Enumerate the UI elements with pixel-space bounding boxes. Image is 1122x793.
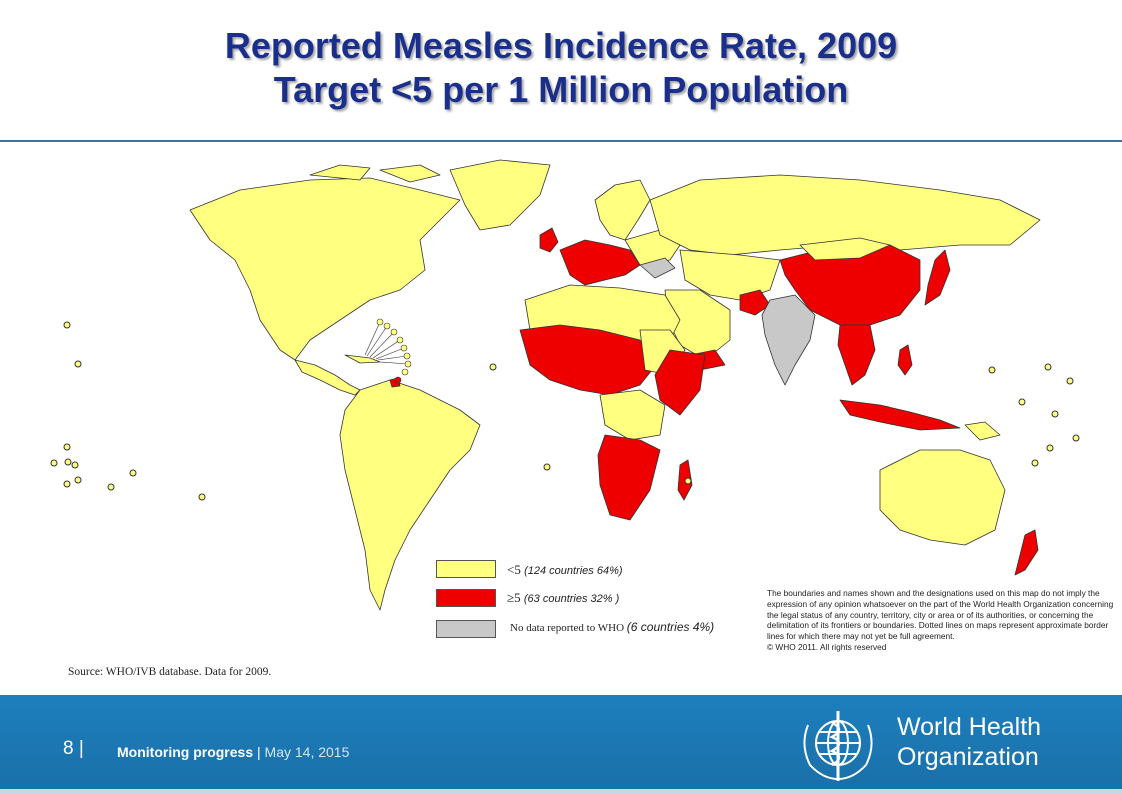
region-uk <box>539 227 559 253</box>
region-japan <box>924 249 951 306</box>
footer-base-strip <box>0 789 1122 793</box>
legend-label-low: <5 <box>507 562 521 577</box>
legend-label-nodata: No data reported to WHO <box>510 622 625 634</box>
region-new-zealand <box>1014 529 1039 576</box>
region-east-africa <box>654 349 706 416</box>
region-india <box>761 294 816 386</box>
legend-detail-low: (124 countries 64%) <box>524 565 623 577</box>
source-note: Source: WHO/IVB database. Data for 2009. <box>68 666 272 678</box>
region-scandinavia <box>594 179 651 241</box>
region-central-america <box>294 359 361 396</box>
region-indonesia <box>839 399 961 431</box>
region-eastern-europe <box>624 229 681 266</box>
region-cuba <box>344 354 381 364</box>
legend-swatch-high <box>436 589 496 607</box>
region-arctic-islands <box>309 164 441 183</box>
region-png <box>964 421 1001 441</box>
who-logo-line2: Organization <box>897 743 1039 771</box>
legend-swatch-low <box>436 560 496 578</box>
legend-item-high: ≥5 (63 countries 32% ) <box>507 590 619 606</box>
legend-detail-nodata: (6 countries 4%) <box>626 620 715 634</box>
footer-separator: | <box>253 744 265 760</box>
legend-item-nodata: No data reported to WHO (6 countries 4%) <box>510 620 714 634</box>
title-line-1: Reported Measles Incidence Rate, 2009 <box>224 25 898 66</box>
who-logo-text: World Health Organization <box>897 712 1041 772</box>
footer-bar: 8 | Monitoring progress | May 14, 2015 W… <box>0 695 1122 793</box>
region-mongolia <box>799 237 891 261</box>
region-west-africa-high <box>519 324 661 396</box>
who-emblem-icon <box>803 711 873 781</box>
map-disclaimer: The boundaries and names shown and the d… <box>767 588 1122 653</box>
region-south-america <box>339 379 481 611</box>
region-southeast-asia <box>837 324 876 386</box>
disclaimer-text: The boundaries and names shown and the d… <box>767 588 1114 642</box>
region-central-africa <box>599 389 666 441</box>
footer-caption: Monitoring progress | May 14, 2015 <box>117 744 349 760</box>
world-map <box>50 159 1080 611</box>
slide-title: Reported Measles Incidence Rate, 2009 Ta… <box>0 24 1122 112</box>
footer-section: Monitoring progress <box>117 744 254 760</box>
page-number: 8 | <box>63 738 84 759</box>
region-australia <box>879 449 1006 546</box>
region-southern-africa-high <box>597 434 661 521</box>
title-line-2: Target <5 per 1 Million Population <box>273 69 849 110</box>
region-western-europe-high <box>559 239 641 286</box>
title-divider <box>0 140 1122 142</box>
legend-swatch-nodata <box>436 620 496 638</box>
region-no-data-europe <box>639 257 676 279</box>
legend-item-low: <5 (124 countries 64%) <box>507 562 623 578</box>
legend-detail-high: (63 countries 32% ) <box>523 593 620 605</box>
region-afghanistan <box>739 289 771 316</box>
region-north-america <box>189 177 461 361</box>
legend-label-high: ≥5 <box>507 590 521 605</box>
region-philippines <box>897 344 913 376</box>
footer-date: May 14, 2015 <box>264 744 350 760</box>
region-greenland <box>449 159 551 231</box>
copyright-text: © WHO 2011. All rights reserved <box>767 641 887 652</box>
who-logo-line1: World Health <box>897 713 1042 741</box>
